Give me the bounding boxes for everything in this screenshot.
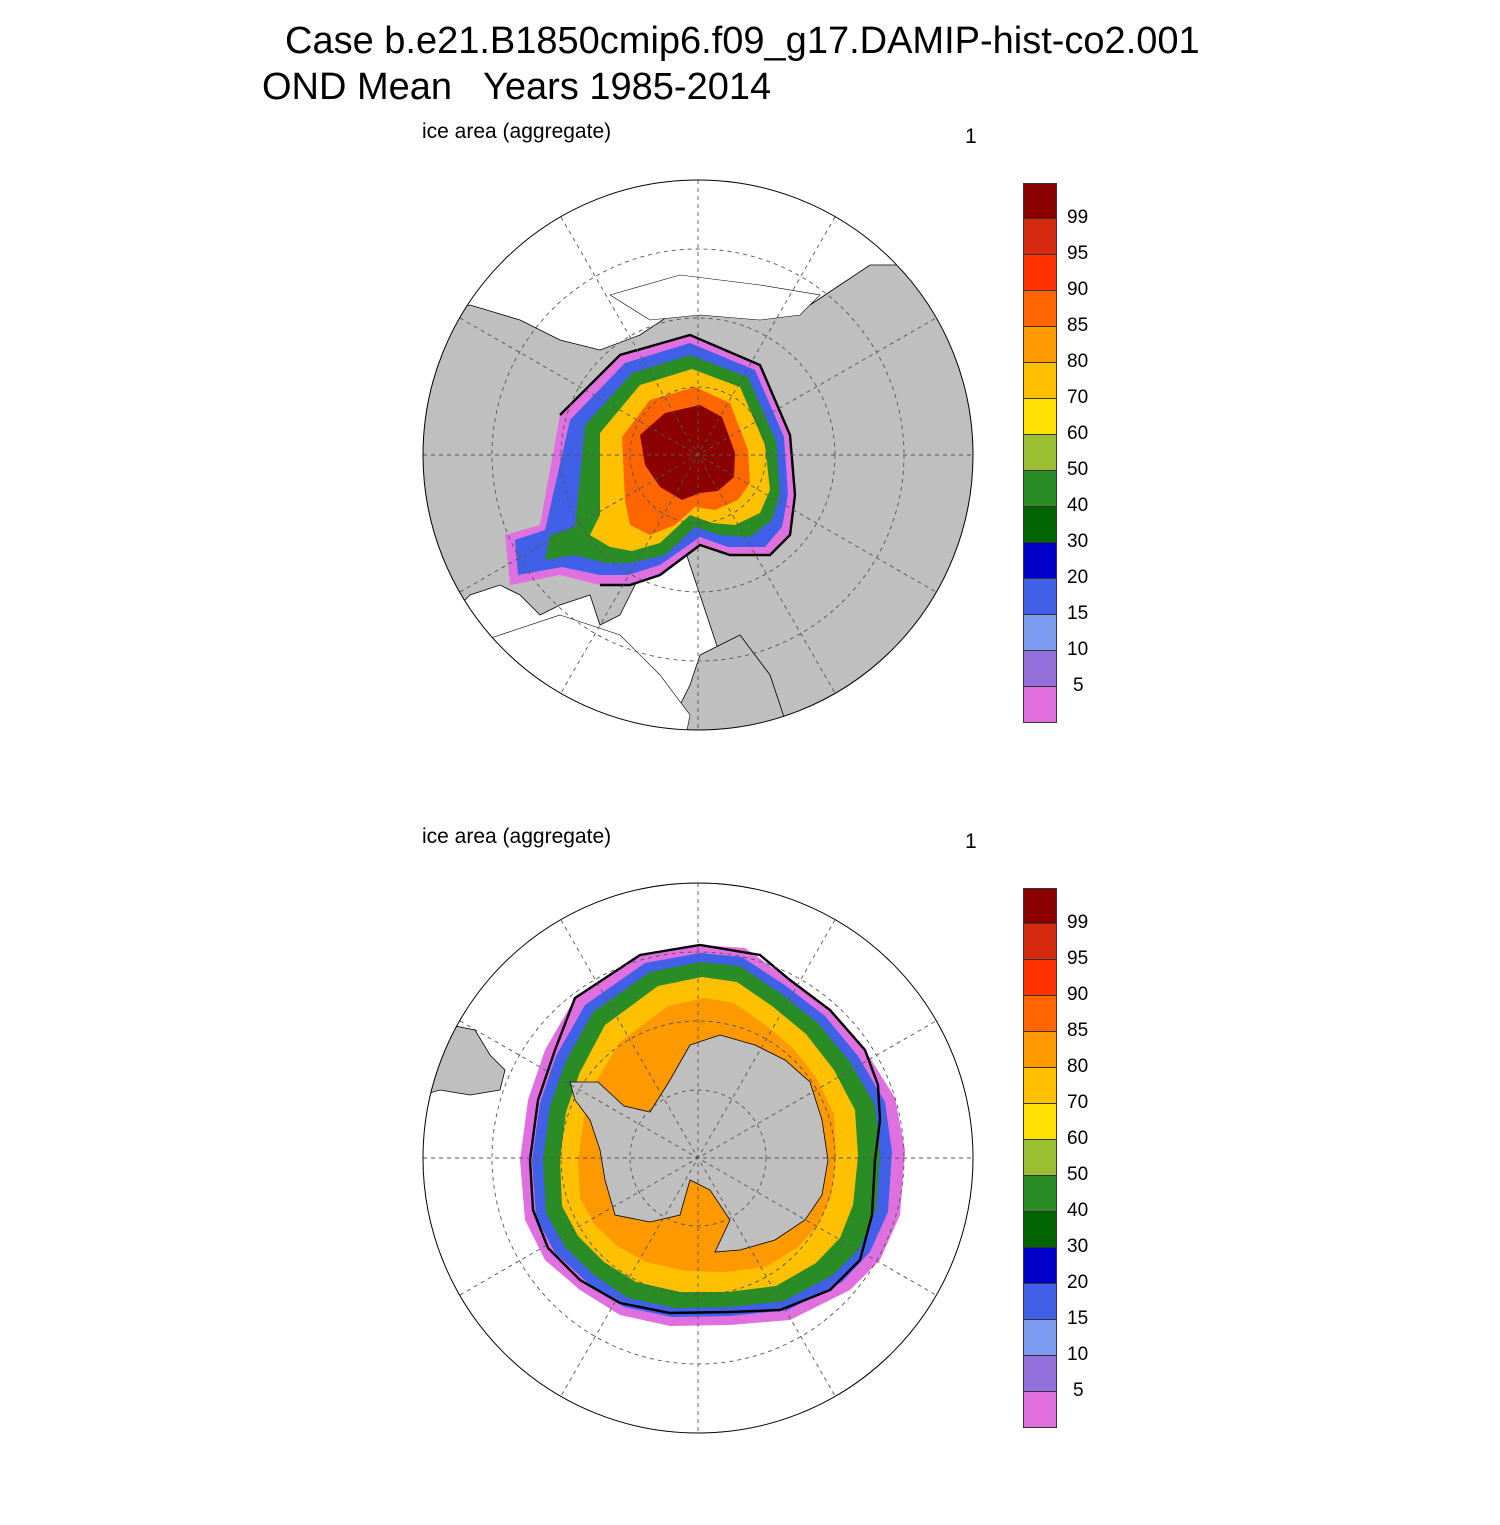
colorbar-swatch bbox=[1023, 1392, 1057, 1428]
colorbar-swatch bbox=[1023, 399, 1057, 435]
colorbar-swatch bbox=[1023, 1140, 1057, 1176]
colorbar-tick-label: 5 bbox=[1073, 1380, 1084, 1401]
colorbar-tick-label: 50 bbox=[1067, 459, 1089, 480]
colorbar-tick-label: 85 bbox=[1067, 1020, 1089, 1041]
colorbar-swatch bbox=[1023, 615, 1057, 651]
colorbar-tick-label: 85 bbox=[1067, 315, 1089, 336]
panel-north-variable-label: ice area (aggregate) bbox=[422, 120, 612, 143]
colorbar-swatch bbox=[1023, 327, 1057, 363]
south-map-border bbox=[422, 882, 974, 1434]
south-graticule bbox=[423, 883, 973, 1433]
north-observed-ice-edge bbox=[559, 333, 797, 587]
colorbar-swatch bbox=[1023, 543, 1057, 579]
north-polar-map bbox=[422, 179, 974, 731]
north-ice-99 bbox=[640, 405, 735, 500]
panel-north-units-label: 1 bbox=[965, 125, 977, 148]
colorbar-tick-label: 30 bbox=[1067, 1236, 1089, 1257]
plot-subtitle: OND Mean Years 1985-2014 bbox=[262, 66, 772, 108]
colorbar-swatch bbox=[1023, 471, 1057, 507]
colorbar-swatch bbox=[1023, 1104, 1057, 1140]
south-polar-map bbox=[422, 882, 974, 1434]
colorbar-swatch bbox=[1023, 1284, 1057, 1320]
colorbar-tick-label: 60 bbox=[1067, 423, 1089, 444]
colorbar-swatch bbox=[1023, 687, 1057, 723]
colorbar-swatch bbox=[1023, 996, 1057, 1032]
colorbar-tick-label: 95 bbox=[1067, 948, 1089, 969]
colorbar-tick-label: 20 bbox=[1067, 1272, 1089, 1293]
colorbar-tick-label: 15 bbox=[1067, 1308, 1089, 1329]
panel-north: ice area (aggregate) 1 bbox=[0, 115, 1500, 820]
north-map-border bbox=[422, 179, 974, 731]
colorbar-swatch bbox=[1023, 960, 1057, 996]
colorbar-swatch bbox=[1023, 1068, 1057, 1104]
colorbar-tick-label: 90 bbox=[1067, 984, 1089, 1005]
panel-south: ice area (aggregate) 1 bbox=[0, 820, 1500, 1525]
colorbar-tick-label: 90 bbox=[1067, 279, 1089, 300]
colorbar-swatch bbox=[1023, 1356, 1057, 1392]
colorbar-swatch bbox=[1023, 291, 1057, 327]
colorbar-tick-label: 40 bbox=[1067, 495, 1089, 516]
north-colorbar-boxes bbox=[1023, 183, 1057, 723]
colorbar-tick-label: 15 bbox=[1067, 603, 1089, 624]
panel-south-units-label: 1 bbox=[965, 830, 977, 853]
colorbar-swatch bbox=[1023, 1176, 1057, 1212]
colorbar-tick-label: 95 bbox=[1067, 243, 1089, 264]
colorbar-tick-label: 10 bbox=[1067, 1344, 1089, 1365]
north-pacific-ocean bbox=[609, 274, 821, 321]
panel-south-variable-label: ice area (aggregate) bbox=[422, 825, 612, 848]
antarctica-land bbox=[569, 1034, 829, 1253]
north-graticule bbox=[423, 180, 973, 730]
south-colorbar-boxes bbox=[1023, 888, 1057, 1428]
colorbar-swatch bbox=[1023, 924, 1057, 960]
colorbar-tick-label: 70 bbox=[1067, 387, 1089, 408]
colorbar-swatch bbox=[1023, 435, 1057, 471]
colorbar-tick-label: 99 bbox=[1067, 912, 1089, 933]
colorbar-swatch bbox=[1023, 1212, 1057, 1248]
colorbar-swatch bbox=[1023, 183, 1057, 219]
colorbar-swatch bbox=[1023, 507, 1057, 543]
colorbar-tick-label: 10 bbox=[1067, 639, 1089, 660]
colorbar-tick-label: 70 bbox=[1067, 1092, 1089, 1113]
colorbar-swatch bbox=[1023, 255, 1057, 291]
colorbar-tick-label: 5 bbox=[1073, 675, 1084, 696]
south-observed-ice-edge bbox=[528, 943, 882, 1315]
colorbar-swatch bbox=[1023, 579, 1057, 615]
colorbar-swatch bbox=[1023, 219, 1057, 255]
colorbar-tick-label: 30 bbox=[1067, 531, 1089, 552]
colorbar-tick-label: 80 bbox=[1067, 351, 1089, 372]
colorbar-swatch bbox=[1023, 1032, 1057, 1068]
colorbar-tick-label: 60 bbox=[1067, 1128, 1089, 1149]
colorbar-tick-label: 50 bbox=[1067, 1164, 1089, 1185]
colorbar-swatch bbox=[1023, 1248, 1057, 1284]
colorbar-tick-label: 80 bbox=[1067, 1056, 1089, 1077]
colorbar-swatch bbox=[1023, 1320, 1057, 1356]
plot-title: Case b.e21.B1850cmip6.f09_g17.DAMIP-hist… bbox=[285, 20, 1200, 62]
colorbar-swatch bbox=[1023, 363, 1057, 399]
colorbar-tick-label: 20 bbox=[1067, 567, 1089, 588]
colorbar-swatch bbox=[1023, 651, 1057, 687]
colorbar-tick-label: 40 bbox=[1067, 1200, 1089, 1221]
colorbar-swatch bbox=[1023, 888, 1057, 924]
colorbar-tick-label: 99 bbox=[1067, 207, 1089, 228]
